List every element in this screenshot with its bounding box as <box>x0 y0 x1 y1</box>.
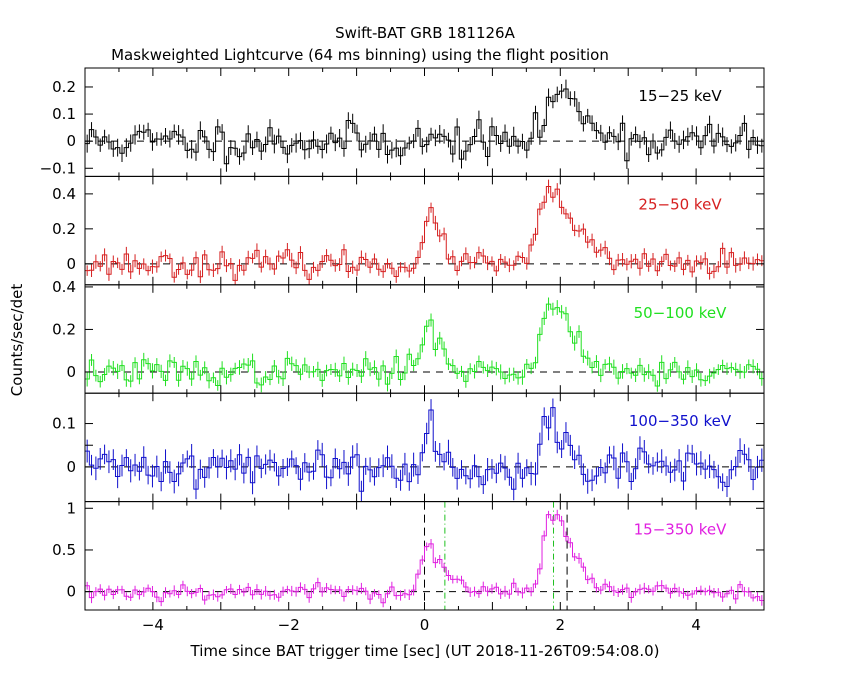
y-tick-label: 0 <box>66 363 76 381</box>
step-series-line <box>85 303 764 387</box>
y-axis-label: Counts/sec/det <box>8 284 26 397</box>
x-axis-label: Time since BAT trigger time [sec] (UT 20… <box>190 642 660 660</box>
y-tick-label: 0.1 <box>52 105 76 123</box>
y-tick-label: 0.2 <box>52 78 76 96</box>
step-series-line <box>85 407 764 492</box>
y-tick-label: 0.2 <box>52 320 76 338</box>
panels-group: −0.1 0 0.1 0.2 15−25 keV 0 0.2 0.4 25−50 keV 0 0.2… <box>40 67 765 634</box>
x-tick-label: −4 <box>142 616 164 634</box>
energy-band-label: 15−25 keV <box>638 87 722 105</box>
panel-frame <box>84 67 765 177</box>
y-tick-label: 1 <box>66 499 76 517</box>
panel-5: 0 0.5 1 15−350 keV <box>52 499 765 611</box>
step-series-line <box>85 514 764 604</box>
y-tick-label: 0.2 <box>52 220 76 238</box>
y-tick-label: 0.1 <box>52 415 76 433</box>
panel-4: 0 0.1 100−350 keV <box>52 392 765 503</box>
panel-3: 0 0.2 0.4 50−100 keV <box>52 278 765 394</box>
y-tick-label: 0 <box>66 132 76 150</box>
step-series-line <box>85 186 764 281</box>
energy-band-label: 50−100 keV <box>634 304 727 322</box>
x-tick-label: 2 <box>556 616 566 634</box>
y-tick-label: 0.4 <box>52 185 76 203</box>
y-tick-label: 0.4 <box>52 278 76 296</box>
y-tick-label: 0 <box>66 458 76 476</box>
step-series-line <box>85 88 764 165</box>
x-tick-label: −2 <box>278 616 300 634</box>
y-tick-label: 0 <box>66 255 76 273</box>
chart-title: Swift-BAT GRB 181126A <box>335 24 515 42</box>
chart-subtitle: Maskweighted Lightcurve (64 ms binning) … <box>111 46 609 64</box>
y-tick-label: 0.5 <box>52 541 76 559</box>
y-tick-label: −0.1 <box>40 159 76 177</box>
energy-band-label: 15−350 keV <box>634 521 727 539</box>
energy-band-label: 100−350 keV <box>629 412 732 430</box>
panel-1: −0.1 0 0.1 0.2 15−25 keV <box>40 67 765 177</box>
x-tick-label: 0 <box>420 616 430 634</box>
y-tick-label: 0 <box>66 583 76 601</box>
panel-2: 0 0.2 0.4 25−50 keV <box>52 175 765 286</box>
energy-band-label: 25−50 keV <box>638 195 722 213</box>
x-tick-label: 4 <box>691 616 701 634</box>
